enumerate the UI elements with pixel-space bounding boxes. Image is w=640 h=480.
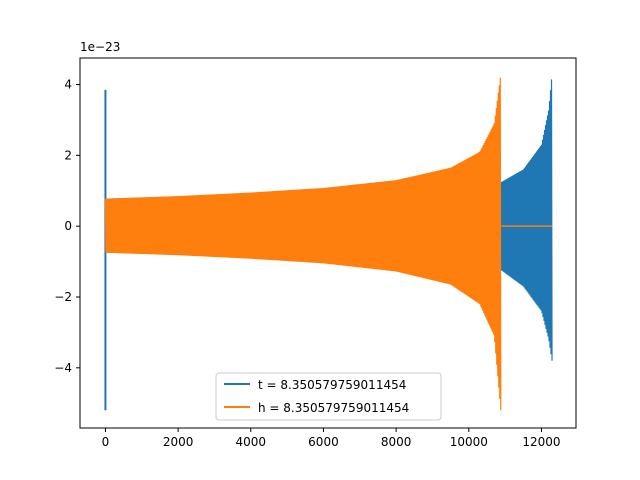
y-offset-label: 1e−23 bbox=[80, 40, 120, 54]
legend-box bbox=[215, 372, 442, 421]
x-tick-label: 6000 bbox=[308, 435, 339, 449]
y-tick-label: −4 bbox=[54, 361, 72, 375]
y-tick-label: −2 bbox=[54, 290, 72, 304]
x-tick-label: 8000 bbox=[381, 435, 412, 449]
y-tick-label: 2 bbox=[64, 148, 72, 162]
y-axis: −4 −2 0 2 4 bbox=[54, 78, 80, 375]
legend-label-t: t = 8.350579759011454 bbox=[258, 378, 406, 392]
axes-frame bbox=[79, 57, 577, 429]
legend: t = 8.350579759011454 h = 8.350579759011… bbox=[215, 372, 442, 421]
x-tick-label: 2000 bbox=[163, 435, 194, 449]
x-tick-label: 12000 bbox=[522, 435, 560, 449]
series-h-line bbox=[104, 77, 502, 411]
legend-label-h: h = 8.350579759011454 bbox=[258, 401, 409, 415]
plot-area bbox=[104, 77, 553, 411]
y-tick-label: 4 bbox=[64, 78, 72, 92]
x-axis: 0 2000 4000 6000 8000 10000 12000 bbox=[102, 428, 561, 449]
y-tick-label: 0 bbox=[64, 219, 72, 233]
x-tick-label: 4000 bbox=[236, 435, 267, 449]
x-tick-label: 0 bbox=[102, 435, 110, 449]
x-tick-label: 10000 bbox=[450, 435, 488, 449]
